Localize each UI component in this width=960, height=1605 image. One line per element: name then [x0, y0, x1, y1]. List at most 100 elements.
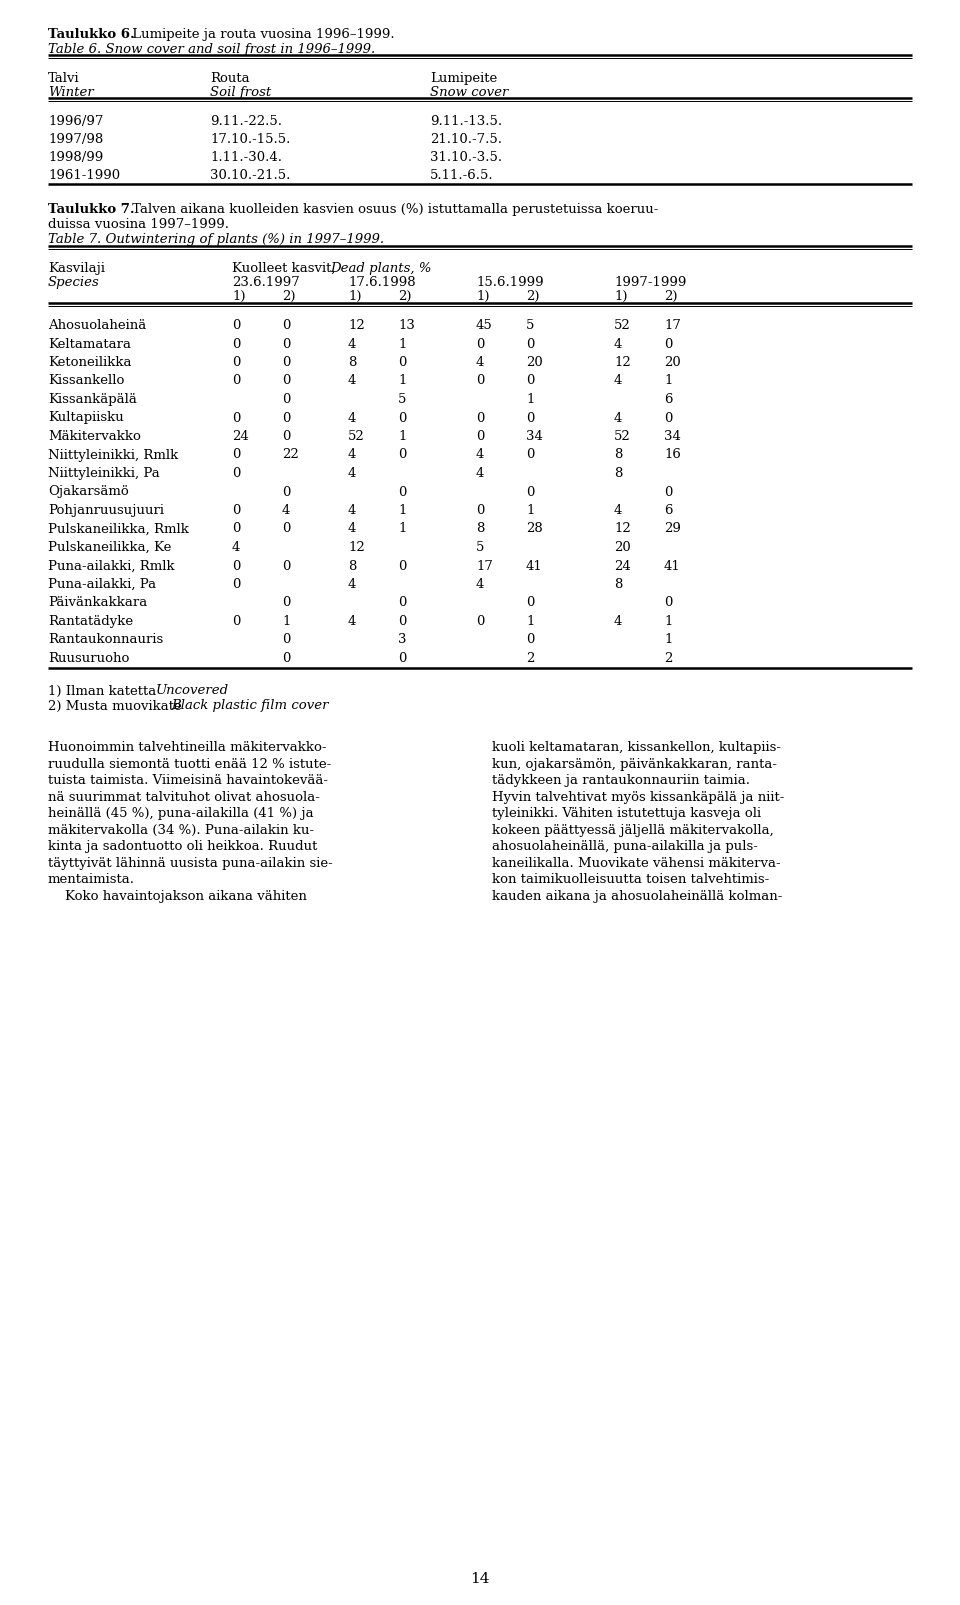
- Text: 1998/99: 1998/99: [48, 151, 104, 164]
- Text: 34: 34: [526, 430, 542, 443]
- Text: 14: 14: [470, 1571, 490, 1586]
- Text: 1: 1: [398, 374, 406, 387]
- Text: 5: 5: [398, 393, 406, 406]
- Text: 0: 0: [476, 615, 485, 628]
- Text: 20: 20: [526, 356, 542, 369]
- Text: 4: 4: [476, 356, 485, 369]
- Text: 1961-1990: 1961-1990: [48, 169, 120, 181]
- Text: 0: 0: [526, 595, 535, 610]
- Text: 0: 0: [232, 467, 240, 480]
- Text: 0: 0: [398, 595, 406, 610]
- Text: Mäkitervakko: Mäkitervakko: [48, 430, 141, 443]
- Text: 0: 0: [476, 430, 485, 443]
- Text: tädykkeen ja rantaukonnauriin taimia.: tädykkeen ja rantaukonnauriin taimia.: [492, 774, 750, 786]
- Text: 8: 8: [476, 522, 485, 534]
- Text: 2): 2): [664, 291, 678, 303]
- Text: 1997-1999: 1997-1999: [614, 276, 686, 289]
- Text: Talven aikana kuolleiden kasvien osuus (%) istuttamalla perustetuissa koeruu-: Talven aikana kuolleiden kasvien osuus (…: [128, 202, 659, 215]
- Text: Ruusuruoho: Ruusuruoho: [48, 652, 130, 664]
- Text: 20: 20: [614, 541, 631, 554]
- Text: 6: 6: [664, 504, 673, 517]
- Text: 0: 0: [664, 595, 672, 610]
- Text: 2): 2): [282, 291, 296, 303]
- Text: Kuolleet kasvit,: Kuolleet kasvit,: [232, 262, 340, 274]
- Text: 4: 4: [476, 467, 485, 480]
- Text: 52: 52: [614, 319, 631, 332]
- Text: 4: 4: [348, 448, 356, 461]
- Text: 4: 4: [348, 504, 356, 517]
- Text: 4: 4: [348, 522, 356, 534]
- Text: 1: 1: [282, 615, 290, 628]
- Text: 8: 8: [348, 559, 356, 571]
- Text: 1): 1): [476, 291, 490, 303]
- Text: 2): 2): [526, 291, 540, 303]
- Text: 8: 8: [348, 356, 356, 369]
- Text: Koko havaintojakson aikana vähiten: Koko havaintojakson aikana vähiten: [48, 889, 307, 902]
- Text: 0: 0: [476, 337, 485, 350]
- Text: 4: 4: [348, 411, 356, 424]
- Text: Black plastic film cover: Black plastic film cover: [171, 700, 328, 713]
- Text: Päivänkakkara: Päivänkakkara: [48, 595, 147, 610]
- Text: 29: 29: [664, 522, 681, 534]
- Text: 0: 0: [526, 337, 535, 350]
- Text: kuoli keltamataran, kissankellon, kultapiis-: kuoli keltamataran, kissankellon, kultap…: [492, 742, 781, 754]
- Text: 41: 41: [664, 559, 681, 571]
- Text: Soil frost: Soil frost: [210, 87, 272, 100]
- Text: 0: 0: [232, 356, 240, 369]
- Text: 0: 0: [664, 411, 672, 424]
- Text: 0: 0: [282, 652, 290, 664]
- Text: Kultapiisku: Kultapiisku: [48, 411, 124, 424]
- Text: 4: 4: [348, 578, 356, 591]
- Text: 1: 1: [398, 504, 406, 517]
- Text: 1): 1): [614, 291, 628, 303]
- Text: Lumipeite ja routa vuosina 1996–1999.: Lumipeite ja routa vuosina 1996–1999.: [128, 27, 395, 42]
- Text: Hyvin talvehtivat myös kissankäpälä ja niit-: Hyvin talvehtivat myös kissankäpälä ja n…: [492, 791, 784, 804]
- Text: 0: 0: [282, 522, 290, 534]
- Text: Pulskaneilikka, Rmlk: Pulskaneilikka, Rmlk: [48, 522, 189, 534]
- Text: 1: 1: [398, 522, 406, 534]
- Text: 4: 4: [614, 504, 622, 517]
- Text: 4: 4: [348, 374, 356, 387]
- Text: 0: 0: [398, 652, 406, 664]
- Text: Rantaukonnauris: Rantaukonnauris: [48, 632, 163, 647]
- Text: 1: 1: [526, 393, 535, 406]
- Text: 0: 0: [232, 448, 240, 461]
- Text: 9.11.-22.5.: 9.11.-22.5.: [210, 116, 282, 128]
- Text: 4: 4: [348, 337, 356, 350]
- Text: kinta ja sadontuotto oli heikkoa. Ruudut: kinta ja sadontuotto oli heikkoa. Ruudut: [48, 839, 318, 852]
- Text: 52: 52: [348, 430, 365, 443]
- Text: 0: 0: [282, 430, 290, 443]
- Text: 3: 3: [398, 632, 406, 647]
- Text: heinällä (45 %), puna-ailakilla (41 %) ja: heinällä (45 %), puna-ailakilla (41 %) j…: [48, 807, 314, 820]
- Text: 4: 4: [348, 615, 356, 628]
- Text: 24: 24: [614, 559, 631, 571]
- Text: Kasvilaji: Kasvilaji: [48, 262, 105, 274]
- Text: 0: 0: [282, 411, 290, 424]
- Text: 2) Musta muovikate: 2) Musta muovikate: [48, 700, 186, 713]
- Text: Puna-ailakki, Rmlk: Puna-ailakki, Rmlk: [48, 559, 175, 571]
- Text: Niittyleinikki, Pa: Niittyleinikki, Pa: [48, 467, 159, 480]
- Text: mäkitervakolla (34 %). Puna-ailakin ku-: mäkitervakolla (34 %). Puna-ailakin ku-: [48, 823, 314, 836]
- Text: 1: 1: [526, 504, 535, 517]
- Text: kauden aikana ja ahosuolaheinällä kolman-: kauden aikana ja ahosuolaheinällä kolman…: [492, 889, 782, 902]
- Text: 12: 12: [614, 356, 631, 369]
- Text: 1: 1: [664, 374, 672, 387]
- Text: Ojakarsämö: Ojakarsämö: [48, 485, 129, 498]
- Text: Dead plants, %: Dead plants, %: [330, 262, 431, 274]
- Text: Kissankäpälä: Kissankäpälä: [48, 393, 137, 406]
- Text: 12: 12: [348, 319, 365, 332]
- Text: Routa: Routa: [210, 72, 250, 85]
- Text: 1: 1: [526, 615, 535, 628]
- Text: Taulukko 6.: Taulukko 6.: [48, 27, 134, 42]
- Text: 20: 20: [664, 356, 681, 369]
- Text: 4: 4: [614, 411, 622, 424]
- Text: Ahosuolaheinä: Ahosuolaheinä: [48, 319, 146, 332]
- Text: 31.10.-3.5.: 31.10.-3.5.: [430, 151, 502, 164]
- Text: 0: 0: [282, 393, 290, 406]
- Text: 0: 0: [476, 504, 485, 517]
- Text: mentaimista.: mentaimista.: [48, 873, 135, 886]
- Text: Keltamatara: Keltamatara: [48, 337, 131, 350]
- Text: 28: 28: [526, 522, 542, 534]
- Text: 1: 1: [398, 337, 406, 350]
- Text: 41: 41: [526, 559, 542, 571]
